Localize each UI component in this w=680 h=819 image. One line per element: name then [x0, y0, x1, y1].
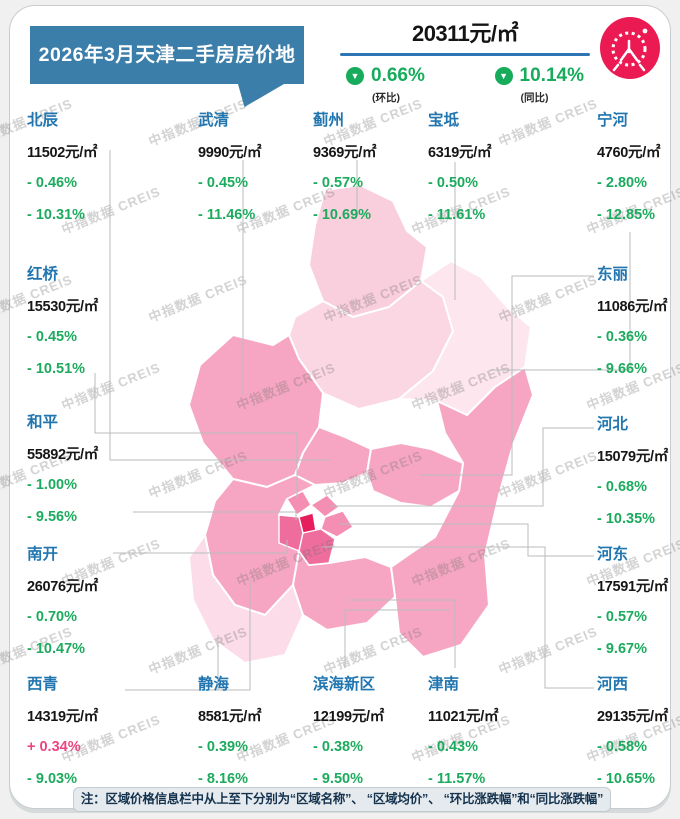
district-mom-change: - 0.57% — [313, 175, 363, 191]
district-card-beichen: 北辰 11502元/㎡ - 0.46% - 10.31% — [27, 108, 142, 239]
district-yoy-change: - 10.35% — [597, 511, 656, 527]
district-yoy-change: - 9.67% — [597, 641, 647, 657]
district-name: 河东 — [597, 546, 629, 563]
district-mom-change: - 0.46% — [27, 175, 77, 191]
district-name: 南开 — [27, 546, 59, 563]
district-card-hebei: 河北 15079元/㎡ - 0.68% - 10.35% — [597, 412, 680, 543]
district-price: 26076元/㎡ — [27, 579, 98, 595]
district-price: 9369元/㎡ — [313, 145, 377, 161]
district-yoy-change: - 9.66% — [597, 361, 647, 377]
district-name: 东丽 — [597, 266, 629, 283]
district-mom-change: - 0.43% — [428, 739, 478, 755]
district-yoy-change: - 11.61% — [428, 207, 486, 223]
arrow-down-icon: ▼ — [346, 67, 364, 85]
mom-label: (环比) — [372, 92, 400, 104]
tianjin-map — [188, 185, 534, 664]
district-card-binhai: 滨海新区 12199元/㎡ - 0.38% - 9.50% — [313, 672, 428, 803]
district-price: 11021元/㎡ — [428, 709, 499, 725]
district-price: 11502元/㎡ — [27, 145, 98, 161]
district-price: 12199元/㎡ — [313, 709, 384, 725]
district-price: 4760元/㎡ — [597, 145, 661, 161]
district-name: 河北 — [597, 416, 629, 433]
district-price: 6319元/㎡ — [428, 145, 492, 161]
district-mom-change: - 1.00% — [27, 477, 77, 493]
divider-line — [340, 53, 590, 56]
district-yoy-change: - 11.57% — [428, 771, 486, 787]
district-name: 河西 — [597, 676, 629, 693]
district-mom-change: - 0.57% — [597, 609, 647, 625]
district-yoy-change: - 10.47% — [27, 641, 86, 657]
district-yoy-change: - 8.16% — [198, 771, 248, 787]
district-card-hongqiao: 红桥 15530元/㎡ - 0.45% - 10.51% — [27, 262, 142, 393]
mom-value: 0.66% — [371, 65, 425, 86]
district-name: 蓟州 — [313, 112, 345, 129]
district-name: 西青 — [27, 676, 59, 693]
district-mom-change: - 0.36% — [597, 329, 647, 345]
district-card-jinghai: 静海 8581元/㎡ - 0.39% - 8.16% — [198, 672, 313, 803]
district-price: 9990元/㎡ — [198, 145, 262, 161]
district-card-jinnan: 津南 11021元/㎡ - 0.43% - 11.57% — [428, 672, 543, 803]
district-card-heping: 和平 55892元/㎡ - 1.00% - 9.56% — [27, 410, 142, 541]
district-yoy-change: - 10.51% — [27, 361, 86, 377]
district-yoy-change: - 10.69% — [313, 207, 372, 223]
arrow-down-icon: ▼ — [494, 67, 513, 85]
district-price: 8581元/㎡ — [198, 709, 262, 725]
district-price: 14319元/㎡ — [27, 709, 98, 725]
district-card-hexi: 河西 29135元/㎡ - 0.58% - 10.65% — [597, 672, 680, 803]
district-price: 55892元/㎡ — [27, 447, 98, 463]
district-yoy-change: - 10.31% — [27, 207, 86, 223]
district-name: 津南 — [428, 676, 460, 693]
district-yoy-change: - 12.85% — [597, 207, 656, 223]
district-mom-change: - 0.39% — [198, 739, 248, 755]
district-card-dongli: 东丽 11086元/㎡ - 0.36% - 9.66% — [597, 262, 680, 393]
average-price: 20311元/㎡ — [411, 21, 519, 46]
page-title: 2026年3月天津二手房房价地图 — [30, 26, 304, 124]
district-name: 红桥 — [27, 266, 59, 283]
region-hexi — [298, 528, 336, 566]
district-card-nankai: 南开 26076元/㎡ - 0.70% - 10.47% — [27, 542, 142, 673]
district-card-jizhou: 蓟州 9369元/㎡ - 0.57% - 10.69% — [313, 108, 428, 239]
district-name: 武清 — [198, 112, 230, 129]
district-name: 滨海新区 — [313, 676, 376, 693]
footnote-bar: 注：区域价格信息栏中从上至下分别为“区域名称”、 “区域均价”、 “环比涨跌幅”… — [73, 787, 611, 812]
yoy-label: (同比) — [520, 92, 549, 104]
district-name: 宁河 — [597, 112, 629, 129]
district-card-ninghe: 宁河 4760元/㎡ - 2.80% - 12.85% — [597, 108, 680, 239]
district-price: 29135元/㎡ — [597, 709, 668, 725]
mom-stat: ▼ 0.66% (环比) — [346, 65, 425, 105]
district-mom-change: - 0.38% — [313, 739, 363, 755]
summary-header: 20311元/㎡ ▼ 0.66% (环比) ▼ 10.14% (同比) — [338, 16, 592, 105]
district-yoy-change: - 9.03% — [27, 771, 77, 787]
district-card-hedong: 河东 17591元/㎡ - 0.57% - 9.67% — [597, 542, 680, 673]
district-card-xiqing: 西青 14319元/㎡ + 0.34% - 9.03% — [27, 672, 142, 803]
district-mom-change: - 0.70% — [27, 609, 77, 625]
district-name: 宝坻 — [428, 112, 460, 129]
district-mom-change: - 0.50% — [428, 175, 478, 191]
district-yoy-change: - 10.65% — [597, 771, 656, 787]
district-mom-change: - 2.80% — [597, 175, 647, 191]
yoy-stat: ▼ 10.14% (同比) — [494, 65, 584, 105]
district-name: 静海 — [198, 676, 230, 693]
district-card-baodi: 宝坻 6319元/㎡ - 0.50% - 11.61% — [428, 108, 543, 239]
district-price: 17591元/㎡ — [597, 579, 668, 595]
district-mom-change: + 0.34% — [27, 739, 81, 755]
district-mom-change: - 0.45% — [198, 175, 248, 191]
district-card-wuqing: 武清 9990元/㎡ - 0.45% - 11.46% — [198, 108, 313, 239]
creis-logo-icon — [600, 17, 660, 79]
district-name: 北辰 — [27, 112, 59, 129]
region-dongli — [366, 442, 464, 508]
district-price: 11086元/㎡ — [597, 299, 668, 315]
district-price: 15530元/㎡ — [27, 299, 98, 315]
district-yoy-change: - 11.46% — [198, 207, 256, 223]
district-yoy-change: - 9.56% — [27, 509, 77, 525]
district-price: 15079元/㎡ — [597, 449, 668, 465]
district-mom-change: - 0.68% — [597, 479, 647, 495]
district-mom-change: - 0.45% — [27, 329, 77, 345]
yoy-value: 10.14% — [519, 65, 584, 86]
district-name: 和平 — [27, 414, 59, 431]
district-yoy-change: - 9.50% — [313, 771, 363, 787]
district-mom-change: - 0.58% — [597, 739, 647, 755]
